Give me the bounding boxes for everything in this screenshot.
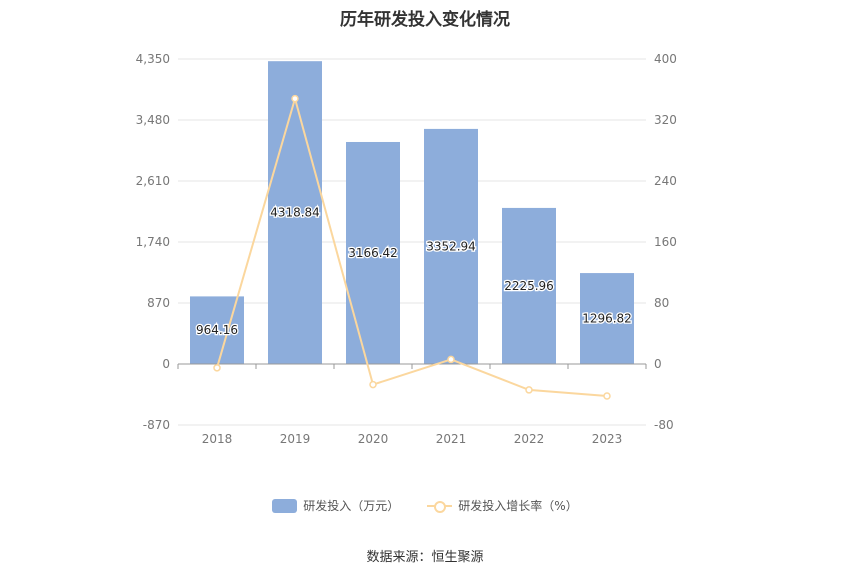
growth-point bbox=[213, 364, 221, 372]
axis-layer: -870 0 870 1,740 2,610 3,480 4,350 -80 0 80 160 240… bbox=[136, 52, 677, 446]
bar bbox=[502, 207, 556, 364]
growth-line bbox=[216, 94, 608, 398]
legend-item-line[interactable]: 研发投入增长率（%） bbox=[427, 497, 578, 514]
legend-item-bar[interactable]: 研发投入（万元） bbox=[272, 497, 399, 514]
label-layer: 964.16 4318.84 3166.42 3352.94 2225.96 1296.8… bbox=[195, 204, 633, 338]
bar-layer bbox=[190, 61, 634, 364]
left-tick-label: 3,480 bbox=[136, 113, 170, 127]
x-tick-label: 2019 bbox=[280, 432, 311, 446]
bar-value-label: 2225.96 bbox=[504, 279, 554, 293]
line-layer bbox=[213, 94, 611, 400]
right-tick-label: 320 bbox=[654, 113, 677, 127]
growth-point bbox=[447, 355, 455, 364]
x-tick-label: 2021 bbox=[436, 432, 467, 446]
source-note: 数据来源：恒生聚源 bbox=[366, 550, 484, 565]
bar bbox=[268, 61, 322, 364]
left-tick-label: 1,740 bbox=[136, 235, 170, 249]
right-tick-label: 160 bbox=[654, 235, 677, 249]
left-tick-label: 870 bbox=[147, 296, 170, 310]
legend-line-swatch bbox=[427, 499, 453, 513]
growth-point bbox=[291, 94, 299, 103]
bar-value-label: 4318.84 bbox=[270, 206, 320, 220]
chart-title: 历年研发投入变化情况 bbox=[340, 10, 510, 30]
right-tick-label: 0 bbox=[654, 357, 662, 371]
bar-value-label: 3166.42 bbox=[348, 246, 398, 260]
bar-value-label: 964.16 bbox=[196, 323, 238, 337]
left-tick-label: 2,610 bbox=[136, 174, 170, 188]
bar bbox=[424, 128, 478, 364]
grid-layer bbox=[178, 58, 646, 426]
x-tick-label: 2022 bbox=[514, 432, 545, 446]
x-tick-label: 2023 bbox=[592, 432, 623, 446]
legend: 研发投入（万元） 研发投入增长率（%） bbox=[0, 497, 850, 514]
right-tick-label: 80 bbox=[654, 296, 669, 310]
legend-line-label: 研发投入增长率（%） bbox=[458, 499, 578, 513]
left-tick-label: -870 bbox=[143, 418, 170, 432]
bar bbox=[580, 273, 634, 364]
right-tick-label: -80 bbox=[654, 418, 674, 432]
legend-bar-label: 研发投入（万元） bbox=[303, 499, 400, 513]
x-tick-label: 2018 bbox=[202, 432, 233, 446]
growth-point bbox=[603, 392, 611, 400]
legend-bar-swatch bbox=[272, 498, 298, 513]
growth-point bbox=[525, 386, 533, 394]
bar bbox=[346, 141, 400, 364]
left-tick-label: 4,350 bbox=[136, 52, 170, 66]
bar-value-label: 1296.82 bbox=[582, 312, 632, 326]
x-tick-label: 2020 bbox=[358, 432, 389, 446]
left-tick-label: 0 bbox=[162, 357, 170, 371]
bar-value-label: 3352.94 bbox=[426, 239, 476, 253]
growth-point bbox=[369, 380, 377, 389]
right-tick-label: 240 bbox=[654, 174, 677, 188]
right-tick-label: 400 bbox=[654, 52, 677, 66]
